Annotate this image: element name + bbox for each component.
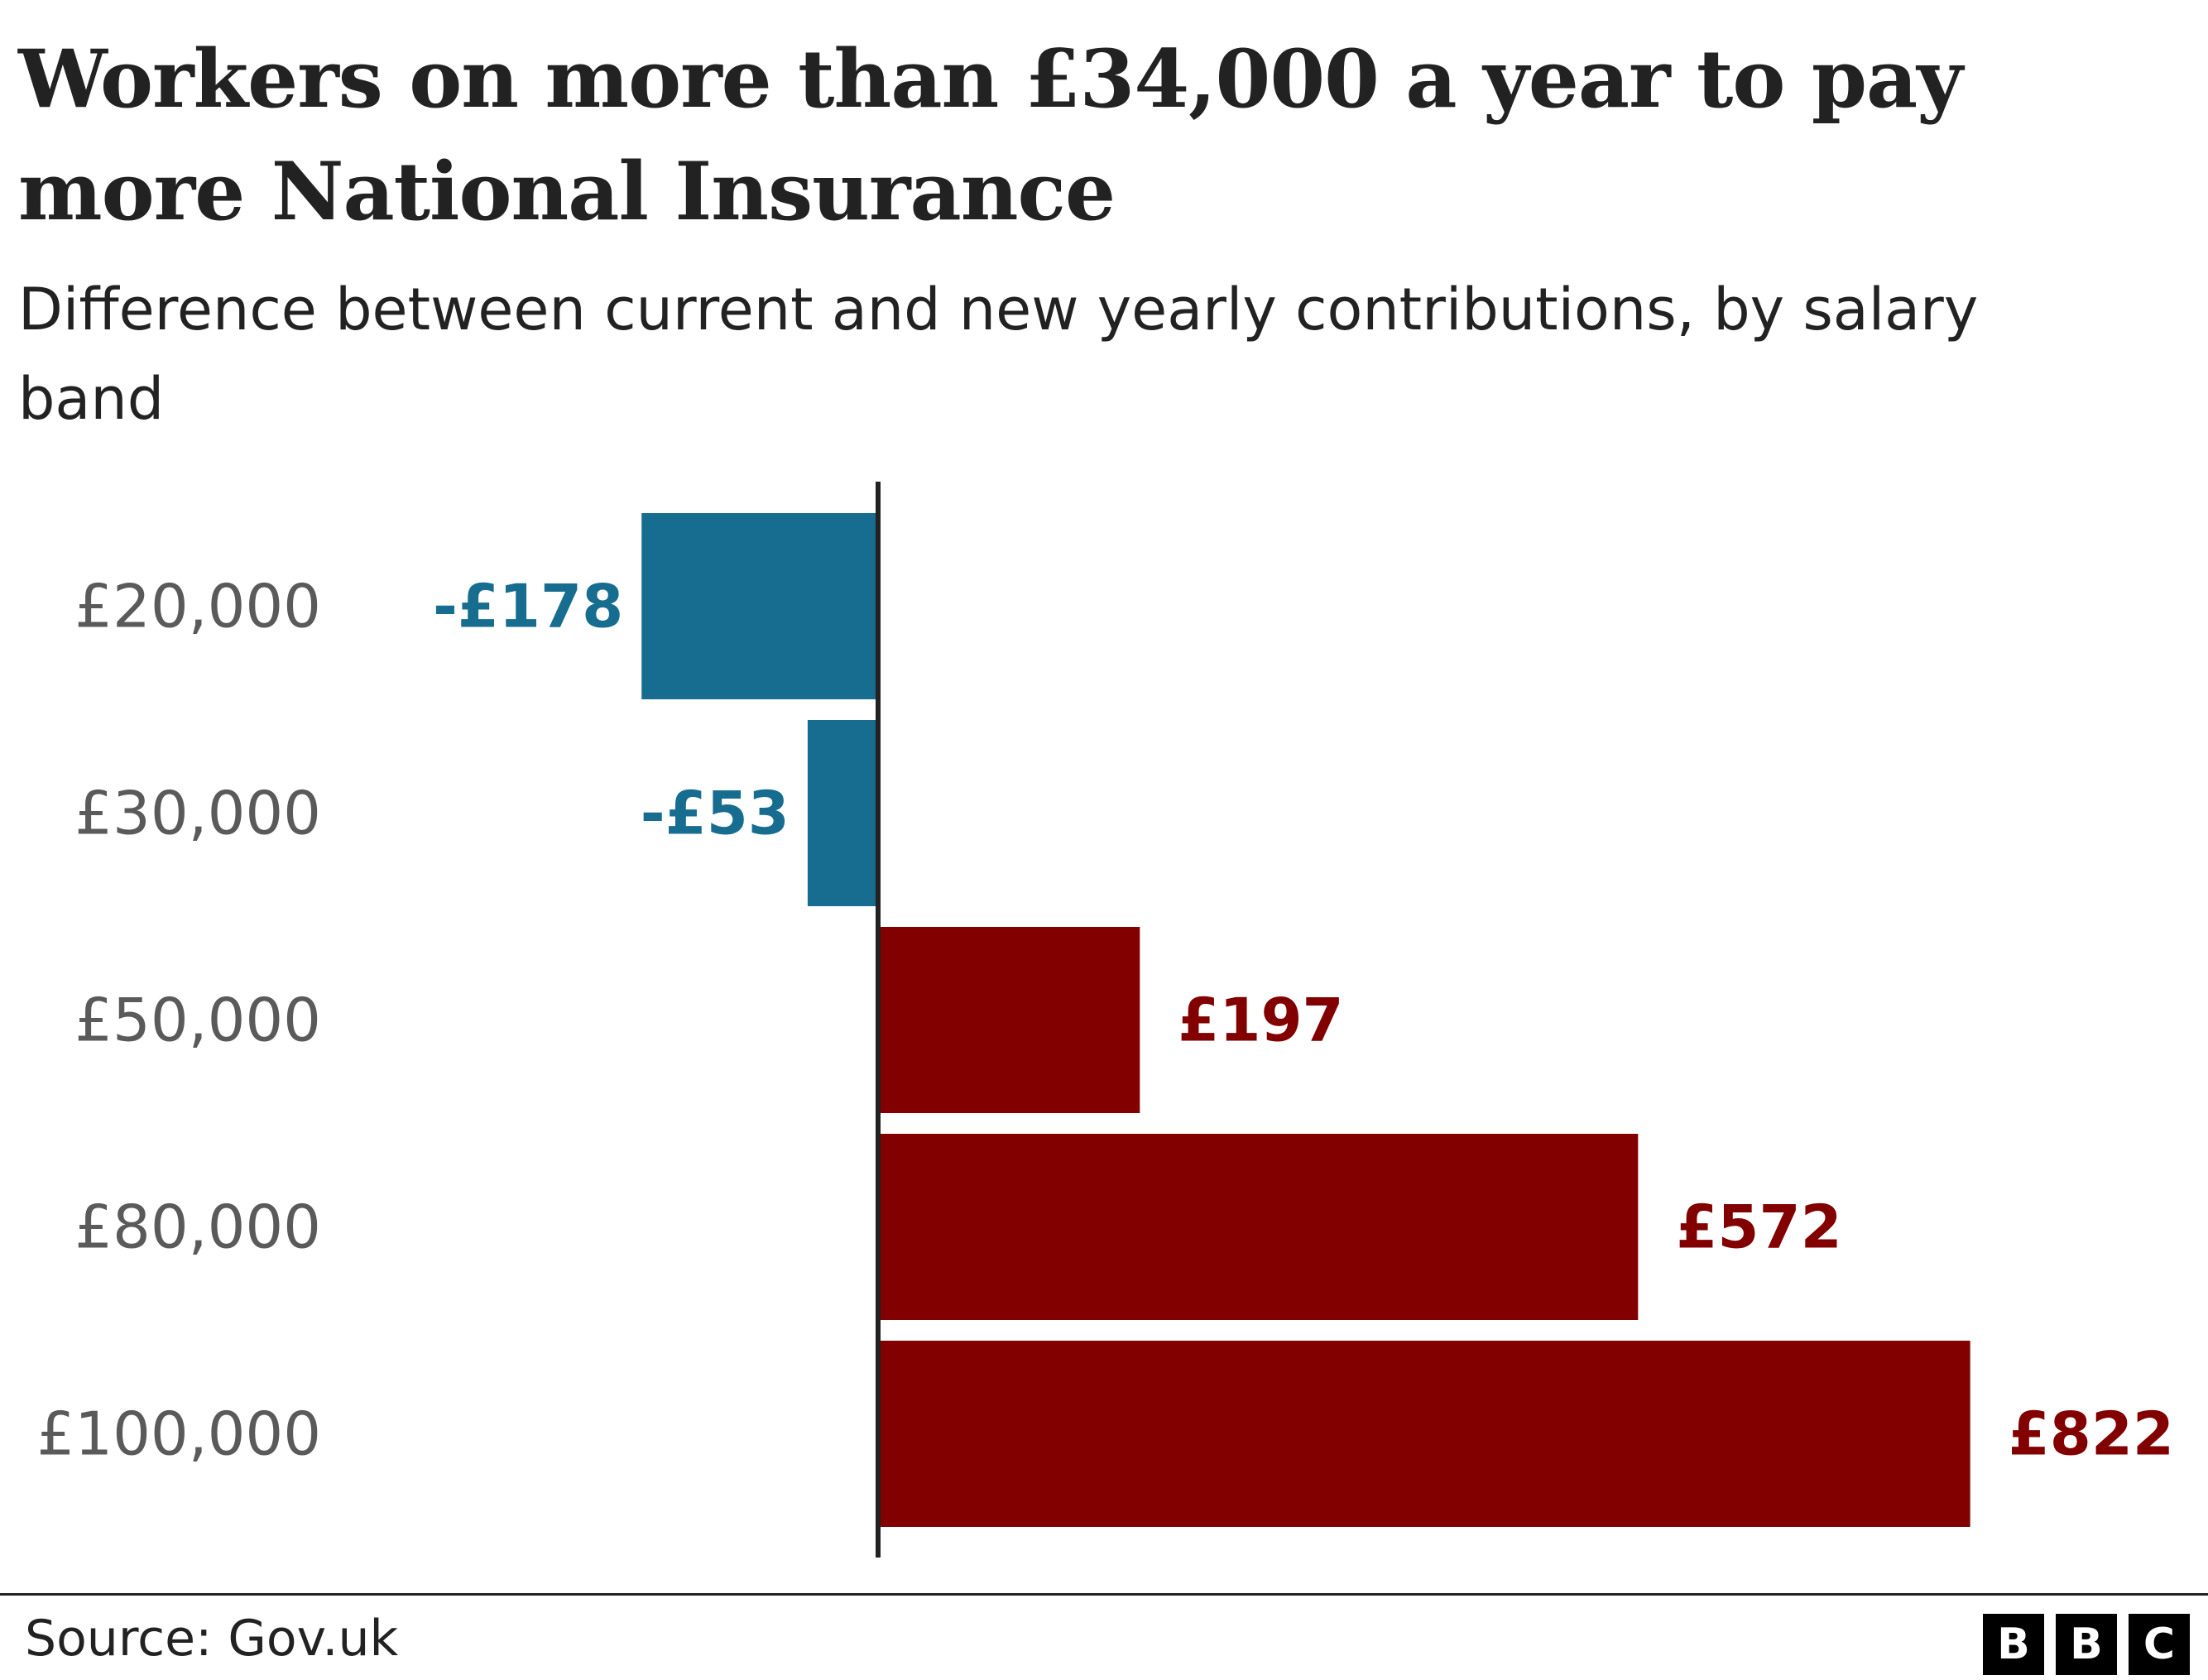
bbc-logo: B B C [1983, 1614, 2190, 1675]
bar-30000 [807, 720, 878, 906]
bar-80000 [878, 1134, 1639, 1320]
category-label-100000: £100,000 [36, 1399, 321, 1469]
logo-block-c: C [2129, 1614, 2190, 1675]
logo-block-b2: B [2056, 1614, 2117, 1675]
logo-block-b1: B [1983, 1614, 2044, 1675]
value-label-20000: -£178 [433, 572, 623, 641]
value-label-50000: £197 [1178, 986, 1343, 1055]
value-labels: -£178 -£53 £197 £572 £822 [433, 572, 2174, 1469]
bar-20000 [641, 513, 878, 699]
bar-100000 [878, 1341, 1970, 1527]
category-label-30000: £30,000 [74, 779, 321, 848]
value-label-80000: £572 [1676, 1193, 1841, 1262]
value-label-30000: -£53 [641, 779, 790, 848]
category-label-80000: £80,000 [74, 1193, 321, 1262]
category-label-50000: £50,000 [74, 986, 321, 1055]
category-label-20000: £20,000 [74, 572, 321, 641]
category-labels: £20,000 £30,000 £50,000 £80,000 £100,000 [36, 572, 321, 1469]
source-divider [0, 1593, 2208, 1596]
value-label-100000: £822 [2009, 1399, 2174, 1469]
chart-title: Workers on more than £34,000 a year to p… [18, 32, 1963, 238]
bar-50000 [878, 927, 1140, 1113]
source-note: Source: Gov.uk [25, 1610, 399, 1668]
bars [641, 513, 1970, 1527]
chart-subtitle: Difference between current and new yearl… [18, 276, 1979, 433]
bar-chart: £20,000 £30,000 £50,000 £80,000 £100,000 -£1… [36, 482, 2174, 1558]
